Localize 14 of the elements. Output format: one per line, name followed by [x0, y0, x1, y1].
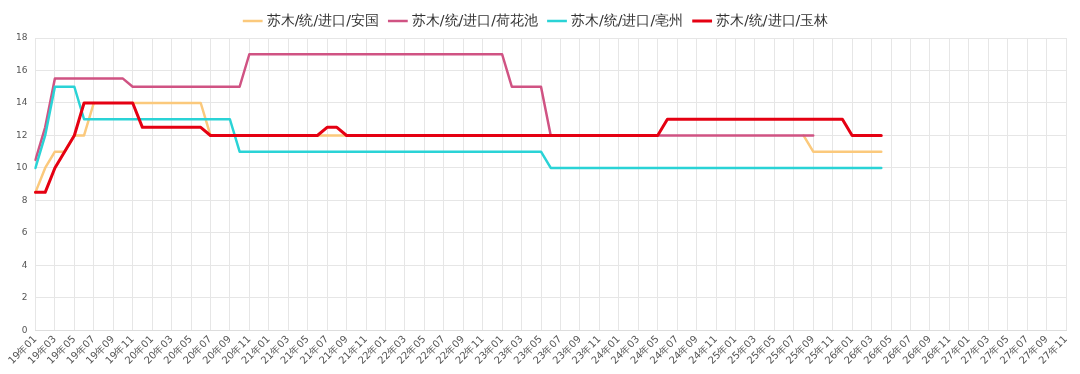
legend-label: 苏木/统/进口/荷花池: [411, 11, 539, 28]
y-tick-label: 16: [16, 64, 28, 75]
legend-label: 苏木/统/进口/亳州: [571, 11, 684, 28]
legend-label: 苏木/统/进口/玉林: [716, 11, 829, 28]
y-tick-label: 12: [16, 129, 28, 140]
y-tick-label: 14: [16, 97, 28, 108]
y-tick-label: 0: [21, 324, 28, 335]
y-tick-label: 4: [21, 259, 28, 270]
y-tick-label: 10: [16, 162, 28, 173]
y-tick-label: 2: [21, 292, 28, 303]
legend-label: 苏木/统/进口/安国: [266, 11, 379, 28]
y-tick-label: 18: [16, 32, 28, 43]
y-tick-label: 8: [21, 194, 28, 205]
y-tick-label: 6: [21, 227, 28, 238]
